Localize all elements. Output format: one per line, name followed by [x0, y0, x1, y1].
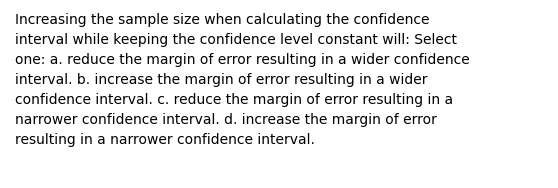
- Text: Increasing the sample size when calculating the confidence
interval while keepin: Increasing the sample size when calculat…: [15, 13, 470, 147]
